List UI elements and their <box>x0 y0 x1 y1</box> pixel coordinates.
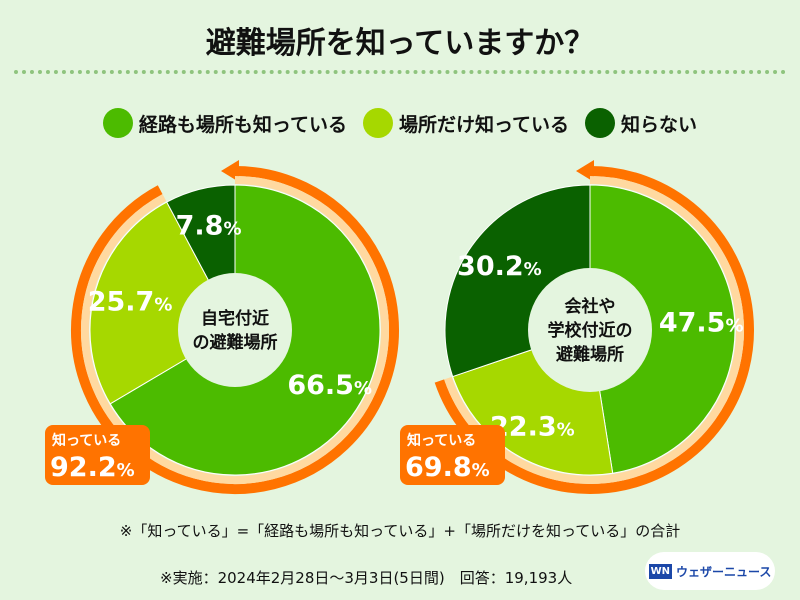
page-title: 避難場所を知っていますか？ <box>205 26 595 61</box>
known-ring <box>444 176 744 484</box>
donut-hole <box>528 268 652 392</box>
legend-label: 場所だけ知っている <box>398 113 570 136</box>
center-label: 学校付近の <box>548 320 633 341</box>
slice-0 <box>589 184 736 474</box>
legend-item-both: 経路も場所も知っている <box>102 108 347 138</box>
known-badge <box>400 425 505 485</box>
data-label: 7.8% <box>176 210 242 241</box>
legend-item-place-only: 場所だけ知っている <box>362 108 570 138</box>
legend-swatch <box>362 108 393 138</box>
donut-hole <box>178 273 292 387</box>
legend: 経路も場所も知っている 場所だけ知っている 知らない <box>0 108 800 138</box>
known-ring <box>81 176 389 484</box>
data-label: 47.5% <box>659 307 744 338</box>
arrow-icon <box>221 160 239 182</box>
known-arc <box>71 166 399 494</box>
slice-1 <box>89 201 236 405</box>
weathernews-logo: WN ウェザーニュース <box>645 552 775 590</box>
footnote: ※「知っている」=「経路も場所も知っている」+「場所だけを知っている」の合計 <box>119 522 681 540</box>
survey-period: ※実施：2024年2月28日〜3月3日(5日間) 回答：19,193人 <box>160 569 573 587</box>
arrow-icon <box>576 160 594 182</box>
legend-label: 経路も場所も知っている <box>138 113 347 136</box>
legend-item-unknown: 知らない <box>585 108 697 138</box>
logo-mark: WN <box>648 563 672 579</box>
center-label: 自宅付近 <box>201 308 269 329</box>
known-arc <box>434 166 754 494</box>
known-label: 知っている <box>52 432 121 449</box>
legend-label: 知らない <box>621 113 698 136</box>
known-label: 知っている <box>407 432 476 449</box>
legend-swatch <box>102 108 133 138</box>
center-label: の避難場所 <box>193 332 278 353</box>
center-label: 避難場所 <box>556 344 624 365</box>
known-badge <box>45 425 150 485</box>
dotted-divider <box>14 70 786 74</box>
center-label: 会社や <box>565 296 616 317</box>
logo-text: ウェザーニュース <box>676 564 772 579</box>
legend-swatch <box>585 108 616 138</box>
